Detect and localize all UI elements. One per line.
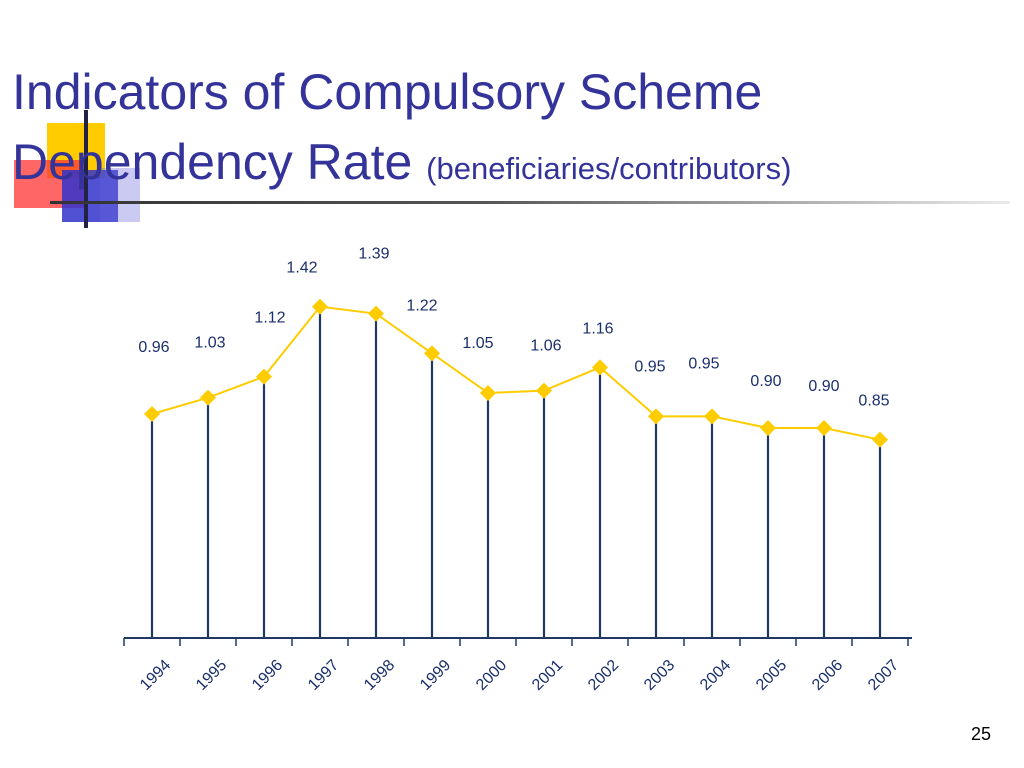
data-label-2007: 0.85 (858, 393, 889, 410)
x-tick-label-2003: 2003 (641, 657, 678, 694)
data-point-2000 (480, 385, 496, 401)
x-tick-label-2006: 2006 (809, 657, 846, 694)
page-number: 25 (970, 724, 991, 744)
x-tick-label-2005: 2005 (753, 657, 790, 694)
deco-blue-square (62, 170, 118, 222)
title-main: Dependency Rate (12, 134, 427, 190)
data-point-1994 (144, 406, 160, 422)
data-label-2005: 0.90 (750, 373, 781, 390)
data-point-2004 (704, 408, 720, 425)
data-label-2001: 1.06 (530, 338, 561, 355)
x-tick-label-2001: 2001 (529, 657, 566, 694)
data-label-2000: 1.05 (462, 335, 493, 352)
data-point-2006 (816, 420, 832, 436)
data-point-1996 (256, 368, 272, 385)
data-label-2006: 0.90 (808, 378, 839, 395)
slide-title-line2: Dependency Rate (beneficiaries/contribut… (12, 132, 791, 199)
data-point-2001 (536, 382, 552, 399)
x-tick-label-1996: 1996 (249, 657, 286, 694)
data-point-1995 (200, 389, 216, 406)
data-point-2005 (760, 420, 776, 436)
x-tick-label-1997: 1997 (305, 657, 342, 694)
data-point-1997 (312, 298, 328, 315)
data-label-1997: 1.42 (286, 260, 317, 277)
x-tick-label-1995: 1995 (193, 657, 230, 694)
x-tick-label-1999: 1999 (417, 657, 454, 694)
data-point-1998 (368, 305, 384, 322)
data-label-2003: 0.95 (634, 358, 665, 375)
x-tick-label-2000: 2000 (473, 657, 510, 694)
data-label-1999: 1.22 (406, 297, 437, 314)
series-line (151, 305, 881, 441)
x-tick-label-1994: 1994 (137, 657, 174, 694)
slide-decoration (14, 110, 140, 228)
data-point-2007 (872, 431, 888, 448)
x-tick-label-2007: 2007 (865, 657, 902, 694)
data-label-2002: 1.16 (582, 320, 613, 337)
data-point-2002 (592, 359, 608, 376)
deco-blue-fade (100, 168, 140, 222)
data-label-2004: 0.95 (688, 355, 719, 372)
title-underline (50, 201, 1010, 204)
deco-vertical-bar (84, 110, 88, 228)
data-label-1998: 1.39 (358, 246, 389, 263)
data-point-1999 (424, 345, 440, 362)
data-label-1995: 1.03 (194, 335, 225, 352)
x-tick-label-1998: 1998 (361, 657, 398, 694)
x-tick-label-2002: 2002 (585, 657, 622, 694)
title-subtitle: (beneficiaries/contributors) (426, 151, 792, 186)
x-tick-label-2004: 2004 (697, 657, 734, 694)
data-label-1996: 1.12 (254, 310, 285, 327)
data-label-1994: 0.96 (138, 339, 169, 356)
slide-title-line1: Indicators of Compulsory Scheme (12, 64, 763, 120)
data-point-2003 (648, 408, 664, 425)
